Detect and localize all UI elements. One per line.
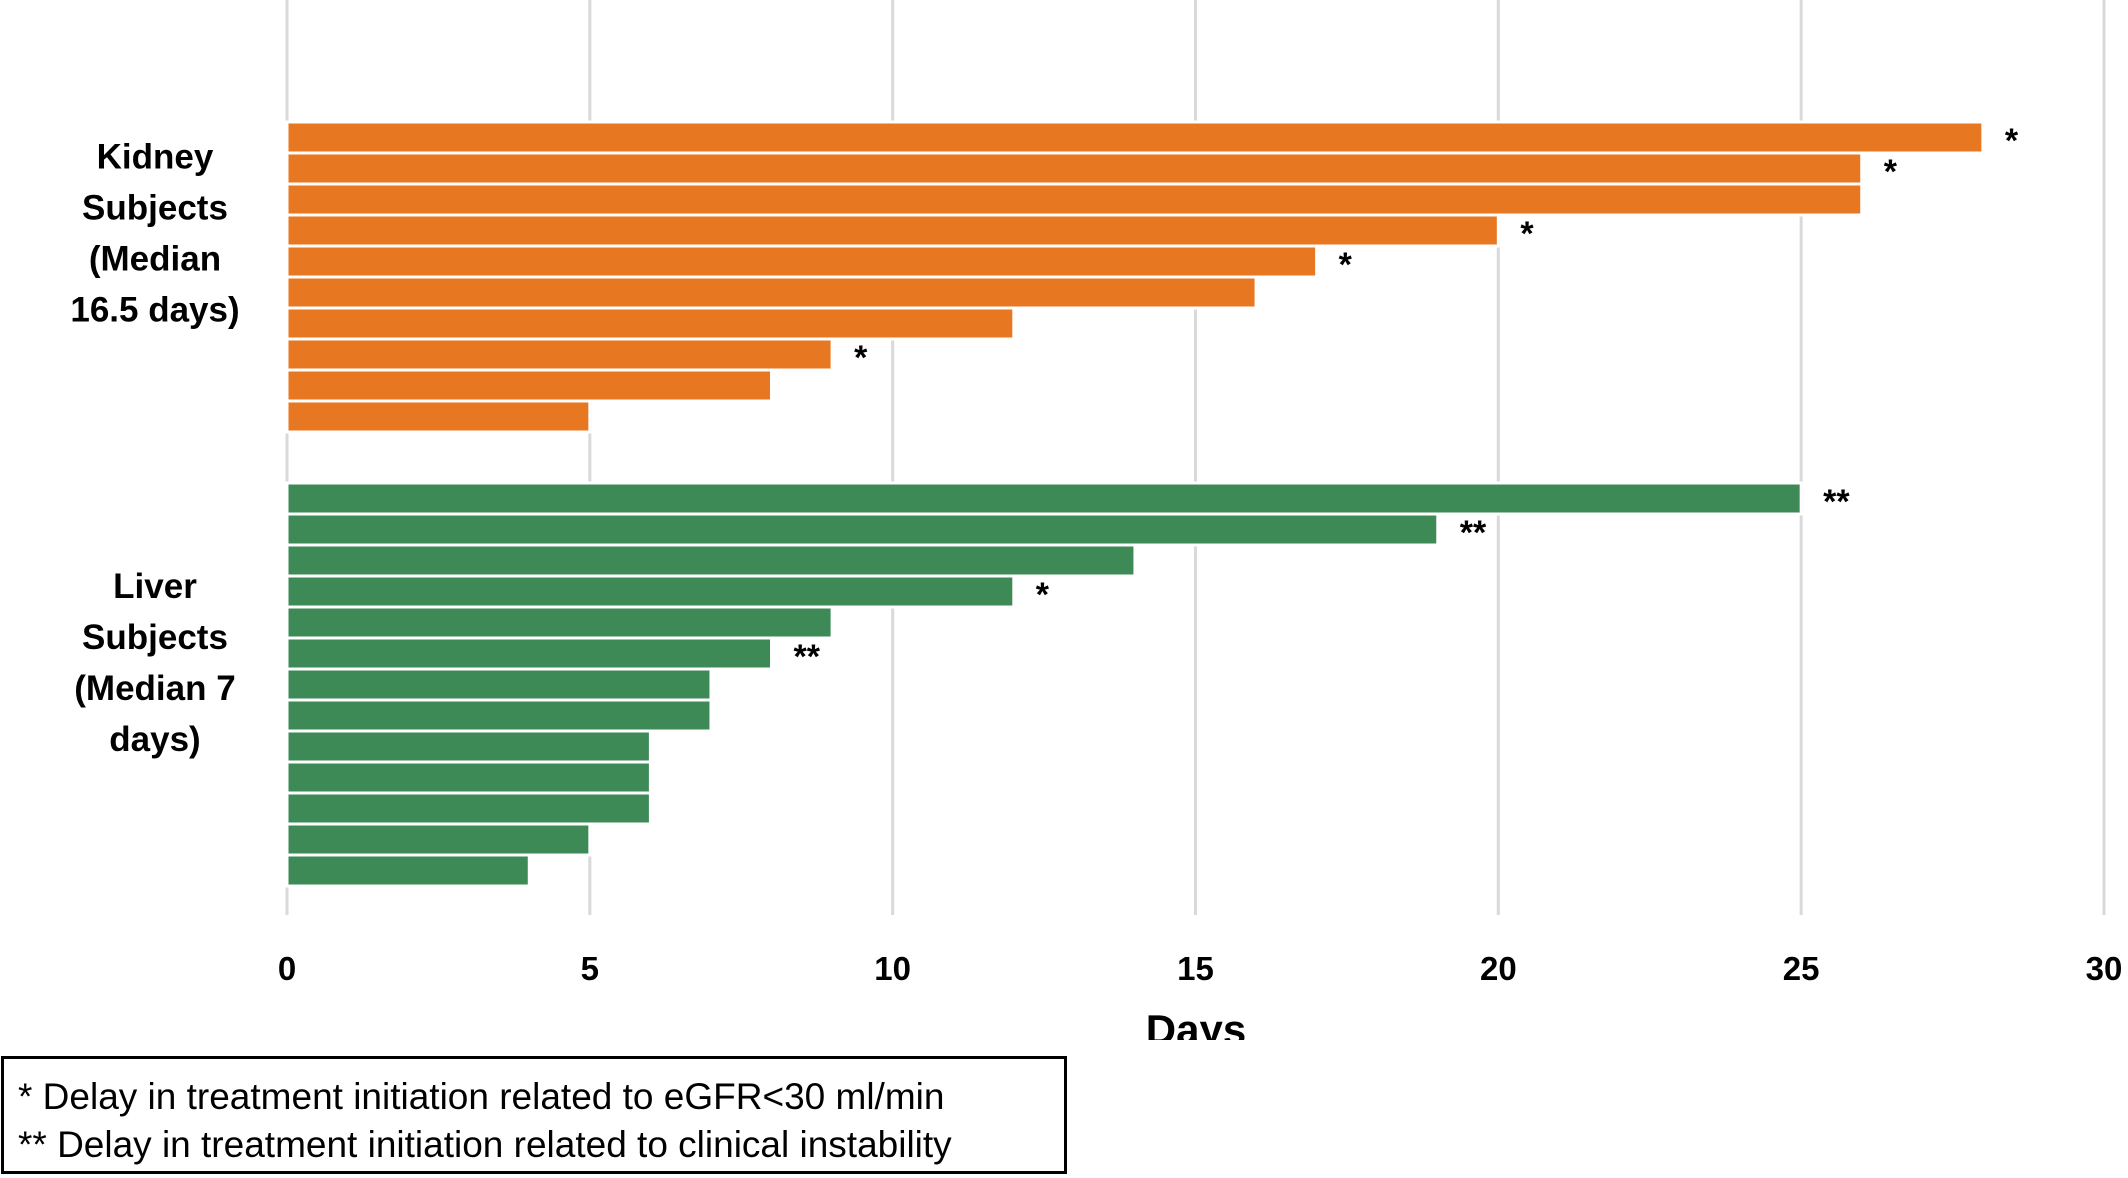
- bar-annotation: *: [854, 339, 868, 377]
- bar: [285, 760, 652, 795]
- bar: [285, 605, 834, 640]
- bar-annotation: *: [2005, 122, 2019, 160]
- x-tick-label: 0: [278, 950, 296, 987]
- group-label-line: Subjects: [82, 189, 228, 228]
- group-label-line: 16.5 days): [70, 291, 239, 330]
- bar: [285, 636, 774, 671]
- x-tick-label: 10: [874, 950, 911, 987]
- bar: [285, 151, 1864, 186]
- legend-line-egfr: * Delay in treatment initiation related …: [18, 1076, 945, 1117]
- bar: [285, 698, 713, 733]
- bar: [285, 120, 1985, 155]
- bar-annotation: *: [1884, 153, 1898, 191]
- bar: [285, 399, 592, 434]
- x-tick-labels: 0 5 10 15 20 25 30: [278, 950, 2123, 987]
- x-tick-label: 5: [581, 950, 599, 987]
- bar-annotation: **: [794, 638, 821, 676]
- bar: [285, 213, 1500, 248]
- bars: [285, 120, 1985, 888]
- bar: [285, 853, 531, 888]
- group-label-line: Subjects: [82, 618, 228, 657]
- bar: [285, 306, 1016, 341]
- group-label-line: Kidney: [97, 138, 214, 177]
- bar-chart: ************ 0 5 10 15 20 25 30 Kidney Subjects…: [70, 0, 2123, 1040]
- x-tick-label: 20: [1480, 950, 1517, 987]
- bar: [285, 822, 592, 857]
- x-axis-title: Days: [1146, 1006, 1246, 1040]
- bar: [285, 182, 1864, 217]
- bar-annotation: *: [1339, 246, 1353, 284]
- bar-annotation: **: [1460, 514, 1487, 552]
- legend-line-instability: ** Delay in treatment initiation related…: [18, 1124, 952, 1165]
- group-label-line: days): [109, 720, 200, 759]
- bar: [285, 337, 834, 372]
- bar: [285, 729, 652, 764]
- group-label-line: (Median 7: [74, 669, 235, 708]
- bar: [285, 275, 1258, 310]
- bar: [285, 574, 1016, 609]
- group-label: Liver Subjects (Median 7 days): [74, 567, 235, 759]
- bar: [285, 791, 652, 826]
- annotations: ************: [794, 122, 2019, 676]
- bar: [285, 368, 774, 403]
- group-labels: Kidney Subjects (Median 16.5 days) Liver Subj…: [70, 138, 239, 760]
- footnote-legend: * Delay in treatment initiation related …: [1, 1056, 1067, 1174]
- bar: [285, 512, 1440, 547]
- bar: [285, 244, 1319, 279]
- group-label: Kidney Subjects (Median 16.5 days): [70, 138, 239, 330]
- group-label-line: Liver: [113, 567, 197, 606]
- group-label-line: (Median: [89, 240, 221, 279]
- x-tick-label: 25: [1783, 950, 1820, 987]
- bar-annotation: *: [1036, 576, 1050, 614]
- bar-annotation: *: [1520, 215, 1534, 253]
- bar: [285, 481, 1803, 516]
- x-tick-label: 15: [1177, 950, 1214, 987]
- bar: [285, 543, 1137, 578]
- x-tick-label: 30: [2086, 950, 2123, 987]
- bar-annotation: **: [1823, 483, 1850, 521]
- bar: [285, 667, 713, 702]
